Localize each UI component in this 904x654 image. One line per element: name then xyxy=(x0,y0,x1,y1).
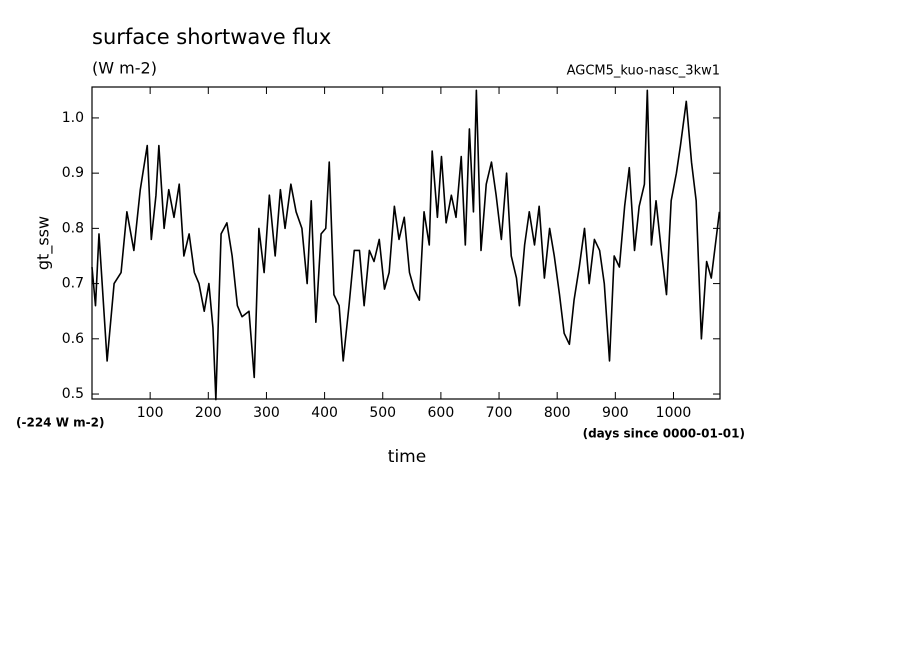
x-tick-label: 500 xyxy=(369,405,396,421)
data-line xyxy=(91,89,721,401)
run-label: AGCM5_kuo-nasc_3kw1 xyxy=(567,64,720,79)
y-tick-label: 0.5 xyxy=(62,386,84,402)
units-label: (days since 0000-01-01) xyxy=(583,427,745,441)
plot-frame xyxy=(91,86,721,400)
chart-title: surface shortwave flux xyxy=(92,25,331,49)
y-tick-label: 0.9 xyxy=(62,165,84,181)
x-axis-label: time xyxy=(388,447,426,467)
x-tick-label: 100 xyxy=(137,405,164,421)
x-tick-label: 600 xyxy=(428,405,455,421)
y-tick-label: 0.7 xyxy=(62,276,84,292)
y-tick-label: 0.6 xyxy=(62,331,84,347)
y-axis-label: gt_ssw xyxy=(34,216,54,270)
x-tick-label: 900 xyxy=(602,405,629,421)
x-tick-label: 800 xyxy=(544,405,571,421)
x-tick-label: 300 xyxy=(253,405,280,421)
x-tick-label: 200 xyxy=(195,405,222,421)
offset-label: (-224 W m-2) xyxy=(16,416,104,430)
y-tick-label: 0.8 xyxy=(62,220,84,236)
x-tick-label: 1000 xyxy=(656,405,692,421)
x-tick-label: 700 xyxy=(486,405,513,421)
chart-subtitle: (W m-2) xyxy=(92,59,157,78)
x-tick-label: 400 xyxy=(311,405,338,421)
y-tick-label: 1.0 xyxy=(62,110,84,126)
